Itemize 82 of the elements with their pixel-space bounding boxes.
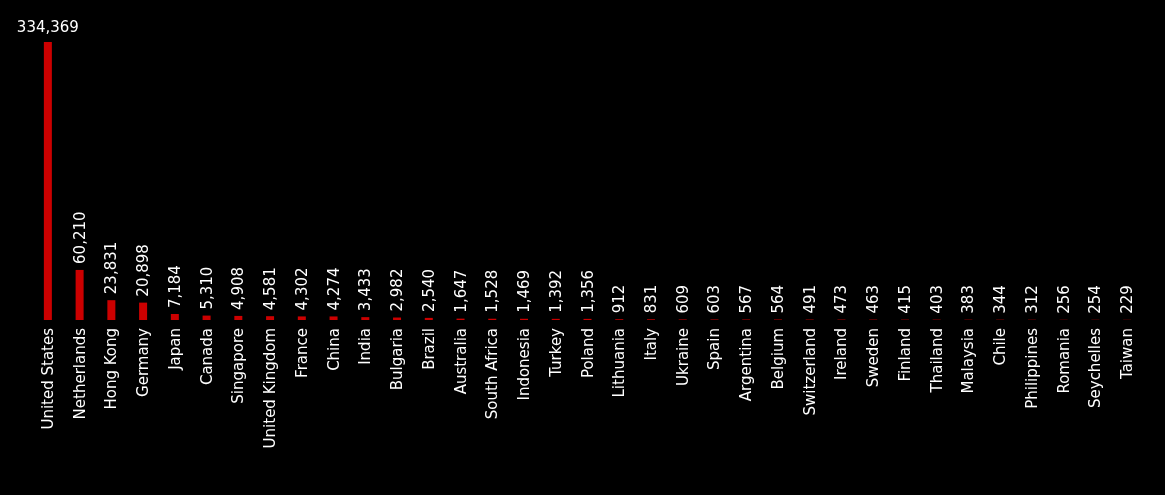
x-tick-label: Turkey [546,327,565,378]
bar [297,316,306,320]
x-tick-label: China [324,328,343,371]
data-label: 567 [737,284,756,314]
x-tick-label: Bulgaria [388,328,407,391]
data-label: 23,831 [102,241,121,295]
x-tick-label: United States [38,327,57,430]
data-label: 2,540 [419,268,438,312]
bar [266,316,275,320]
data-label: 60,210 [70,211,89,264]
data-label: 403 [927,285,946,314]
x-tick-label: Hong Kong [102,328,121,410]
data-label: 256 [1054,285,1073,314]
data-label: 4,302 [292,267,311,311]
x-tick-label: Australia [451,328,470,395]
x-tick-label: South Africa [483,328,502,420]
x-tick-label: Canada [197,328,216,386]
x-tick-label: Spain [705,328,724,370]
x-tick-label: Netherlands [70,327,89,420]
x-tick-label: France [292,328,311,378]
x-tick-label: Finland [895,328,914,382]
bar [75,269,84,320]
data-label: 7,184 [165,265,184,309]
data-label: 831 [641,284,660,314]
bar [234,315,243,320]
data-label: 4,581 [261,267,280,311]
x-tick-label: Romania [1054,328,1073,394]
data-label: 312 [1022,285,1041,314]
data-label: 344 [991,285,1010,314]
x-tick-label: Italy [641,327,660,361]
x-tick-label: Philippines [1022,327,1041,409]
x-tick-label: Thailand [927,328,946,394]
data-label: 20,898 [134,244,153,297]
data-label: 1,647 [451,269,470,313]
data-label: 2,982 [388,268,407,312]
x-tick-label: Singapore [229,328,248,404]
data-label: 1,469 [515,269,534,313]
data-label: 4,274 [324,267,343,311]
x-tick-label: Lithuania [610,328,629,398]
x-tick-label: Chile [991,328,1010,366]
data-label: 1,528 [483,269,502,313]
data-label: 334,369 [16,17,79,36]
bar [361,317,370,320]
x-tick-label: Belgium [768,328,787,390]
x-tick-label: India [356,328,375,365]
data-label: 603 [705,284,724,314]
x-tick-label: Sweden [864,328,883,388]
data-label: 1,392 [546,269,565,313]
data-label: 463 [864,284,883,314]
data-label: 415 [895,285,914,314]
x-tick-label: Taiwan [1118,328,1137,381]
x-tick-label: Argentina [737,328,756,402]
data-label: 491 [800,284,819,314]
data-label: 3,433 [356,268,375,312]
data-label: 912 [610,284,629,314]
x-tick-label: Poland [578,328,597,379]
data-label: 4,908 [229,266,248,310]
bar [170,314,179,320]
x-tick-label: Brazil [419,328,438,370]
bar [43,42,52,320]
data-label: 254 [1086,285,1105,314]
bar [139,302,148,320]
bar [107,300,116,320]
data-label: 5,310 [197,266,216,310]
data-label: 609 [673,284,692,314]
x-tick-label: Ukraine [673,328,692,386]
x-tick-label: Seychelles [1086,327,1105,408]
data-label: 229 [1118,285,1137,314]
data-label: 564 [768,284,787,314]
data-label: 383 [959,285,978,314]
x-tick-label: Malaysia [959,328,978,394]
x-tick-label: Indonesia [515,328,534,401]
x-tick-label: United Kingdom [261,328,280,449]
x-tick-label: Japan [165,328,184,371]
x-tick-label: Germany [134,327,153,397]
data-label: 1,356 [578,269,597,313]
x-tick-label: Ireland [832,328,851,380]
bar [424,317,433,320]
x-tick-label: Switzerland [800,328,819,416]
data-label: 473 [832,284,851,314]
bar [202,315,211,320]
bar [329,316,338,320]
